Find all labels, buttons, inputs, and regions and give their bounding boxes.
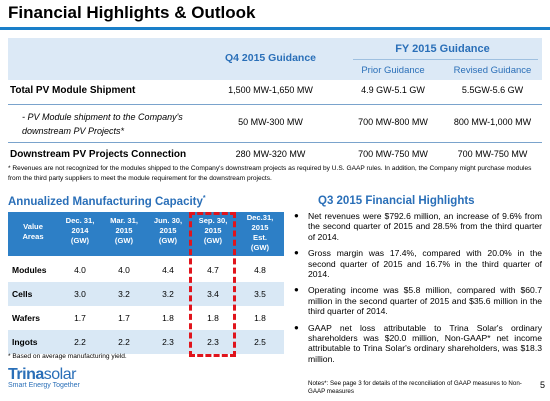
q4-guidance-header: Q4 2015 Guidance (224, 52, 317, 64)
header-line: 2015 (159, 226, 177, 235)
q4-value: 1,500 MW-1,650 MW (228, 85, 313, 95)
header-line: 2015 (204, 226, 222, 235)
revised-value: 5.5GW-5.6 GW (461, 85, 524, 95)
header-line: Dec. 31, (65, 216, 95, 225)
highlight-bullet-revenue: Net revenues were $792.6 million, an inc… (294, 211, 542, 242)
header-line: 2015 (115, 226, 133, 235)
header-line: Value (23, 222, 43, 231)
cell-value: 4.7 (207, 265, 219, 275)
cell-value: 3.0 (74, 289, 86, 299)
row-label: Ingots (12, 337, 38, 347)
page-number: 5 (540, 380, 546, 390)
row-label: - PV Module shipment to the Company's do… (22, 112, 183, 136)
cell-value: 2.2 (74, 337, 86, 347)
header-line: 2014 (71, 226, 89, 235)
logo-brand-light: solar (43, 366, 77, 383)
header-mar-2015: Mar. 31, 2015 (GW) (102, 216, 146, 246)
cell-value: 2.3 (162, 337, 174, 347)
header-line: Est. (253, 233, 267, 242)
header-line: Sep. 30, (198, 216, 228, 225)
header-line: Mar. 31, (110, 216, 138, 225)
revised-value: 700 MW-750 MW (457, 149, 528, 159)
cell-value: 4.4 (162, 265, 174, 275)
highlight-bullet-net-income: GAAP net loss attributable to Trina Sola… (294, 323, 542, 365)
header-line: Jun. 30, (153, 216, 183, 225)
logo-brand-bold: Trina (8, 366, 44, 383)
capacity-row-cells: Cells 3.0 3.2 3.2 3.4 3.5 (8, 282, 284, 306)
title-bar: Financial Highlights & Outlook (0, 0, 550, 30)
q4-value: 280 MW-320 MW (235, 149, 306, 159)
header-line: Dec.31, (246, 213, 274, 222)
title-rule (0, 27, 550, 30)
capacity-row-ingots: Ingots 2.2 2.2 2.3 2.3 2.5 (8, 330, 284, 354)
row-label: Cells (12, 289, 33, 299)
row-label: Total PV Module Shipment (10, 85, 136, 96)
q3-highlights-title: Q3 2015 Financial Highlights (318, 195, 475, 207)
cell-value: 3.2 (162, 289, 174, 299)
row-label: Modules (12, 265, 47, 275)
cell-value: 2.5 (254, 337, 266, 347)
q4-value: 50 MW-300 MW (238, 117, 303, 127)
header-dec-2014: Dec. 31, 2014 (GW) (58, 216, 102, 246)
capacity-row-wafers: Wafers 1.7 1.7 1.8 1.8 1.8 (8, 306, 284, 330)
header-line: 2015 (251, 223, 269, 232)
header-line: Areas (22, 232, 44, 241)
guidance-footnote: * Revenues are not recognized for the mo… (8, 165, 532, 182)
cell-value: 1.8 (254, 313, 266, 323)
capacity-title-mark: * (202, 195, 206, 202)
cell-value: 4.0 (118, 265, 130, 275)
cell-value: 4.0 (74, 265, 86, 275)
cell-value: 3.2 (118, 289, 130, 299)
prior-value: 700 MW-800 MW (358, 117, 428, 127)
header-dec-2015-est: Dec.31, 2015 Est. (GW) (238, 213, 282, 253)
highlight-bullet-gross-margin: Gross margin was 17.4%, compared with 20… (294, 248, 542, 279)
gaap-notes: Notes*: See page 3 for details of the re… (308, 380, 522, 395)
revised-value: 800 MW-1,000 MW (453, 117, 532, 127)
page-title: Financial Highlights & Outlook (8, 3, 256, 22)
cell-value: 2.2 (118, 337, 130, 347)
capacity-header-row: Value Areas Dec. 31, 2014 (GW) Mar. 31, … (8, 212, 284, 256)
capacity-title-text: Annualized Manufacturing Capacity (8, 195, 203, 208)
capacity-footnote: * Based on average manufacturing yield. (8, 353, 127, 360)
header-value-areas: Value Areas (10, 222, 56, 242)
highlight-bullet-operating-income: Operating income was $5.8 million, compa… (294, 285, 542, 316)
logo-wordmark: Trinasolar (8, 366, 80, 384)
cell-value: 1.8 (207, 313, 219, 323)
header-line: (GW) (158, 236, 178, 245)
trina-solar-logo: Trinasolar Smart Energy Together (8, 366, 80, 389)
capacity-title: Annualized Manufacturing Capacity* (8, 195, 206, 208)
cell-value: 3.5 (254, 289, 266, 299)
header-line: (GW) (203, 236, 223, 245)
fy-header-rule (353, 59, 538, 60)
header-line: (GW) (114, 236, 134, 245)
row-label: Wafers (12, 313, 41, 323)
row-divider (8, 104, 542, 105)
header-jun-2015: Jun. 30, 2015 (GW) (146, 216, 190, 246)
cell-value: 1.7 (118, 313, 130, 323)
header-line: (GW) (250, 243, 270, 252)
revised-guidance-header: Revised Guidance (453, 65, 532, 76)
capacity-row-modules: Modules 4.0 4.0 4.4 4.7 4.8 (8, 258, 284, 282)
prior-value: 4.9 GW-5.1 GW (361, 85, 425, 95)
logo-tagline: Smart Energy Together (8, 382, 80, 389)
header-sep-2015: Sep. 30, 2015 (GW) (190, 216, 236, 246)
cell-value: 1.7 (74, 313, 86, 323)
prior-guidance-header: Prior Guidance (361, 65, 425, 76)
cell-value: 1.8 (162, 313, 174, 323)
header-line: (GW) (70, 236, 90, 245)
cell-value: 3.4 (207, 289, 219, 299)
row-divider (8, 142, 542, 143)
cell-value: 2.3 (207, 337, 219, 347)
q3-highlights-list: Net revenues were $792.6 million, an inc… (294, 211, 542, 370)
prior-value: 700 MW-750 MW (358, 149, 428, 159)
row-label: Downstream PV Projects Connection (10, 149, 187, 160)
fy-guidance-header: FY 2015 Guidance (395, 43, 490, 55)
cell-value: 4.8 (254, 265, 266, 275)
sep-2015-highlight-box (189, 212, 236, 357)
